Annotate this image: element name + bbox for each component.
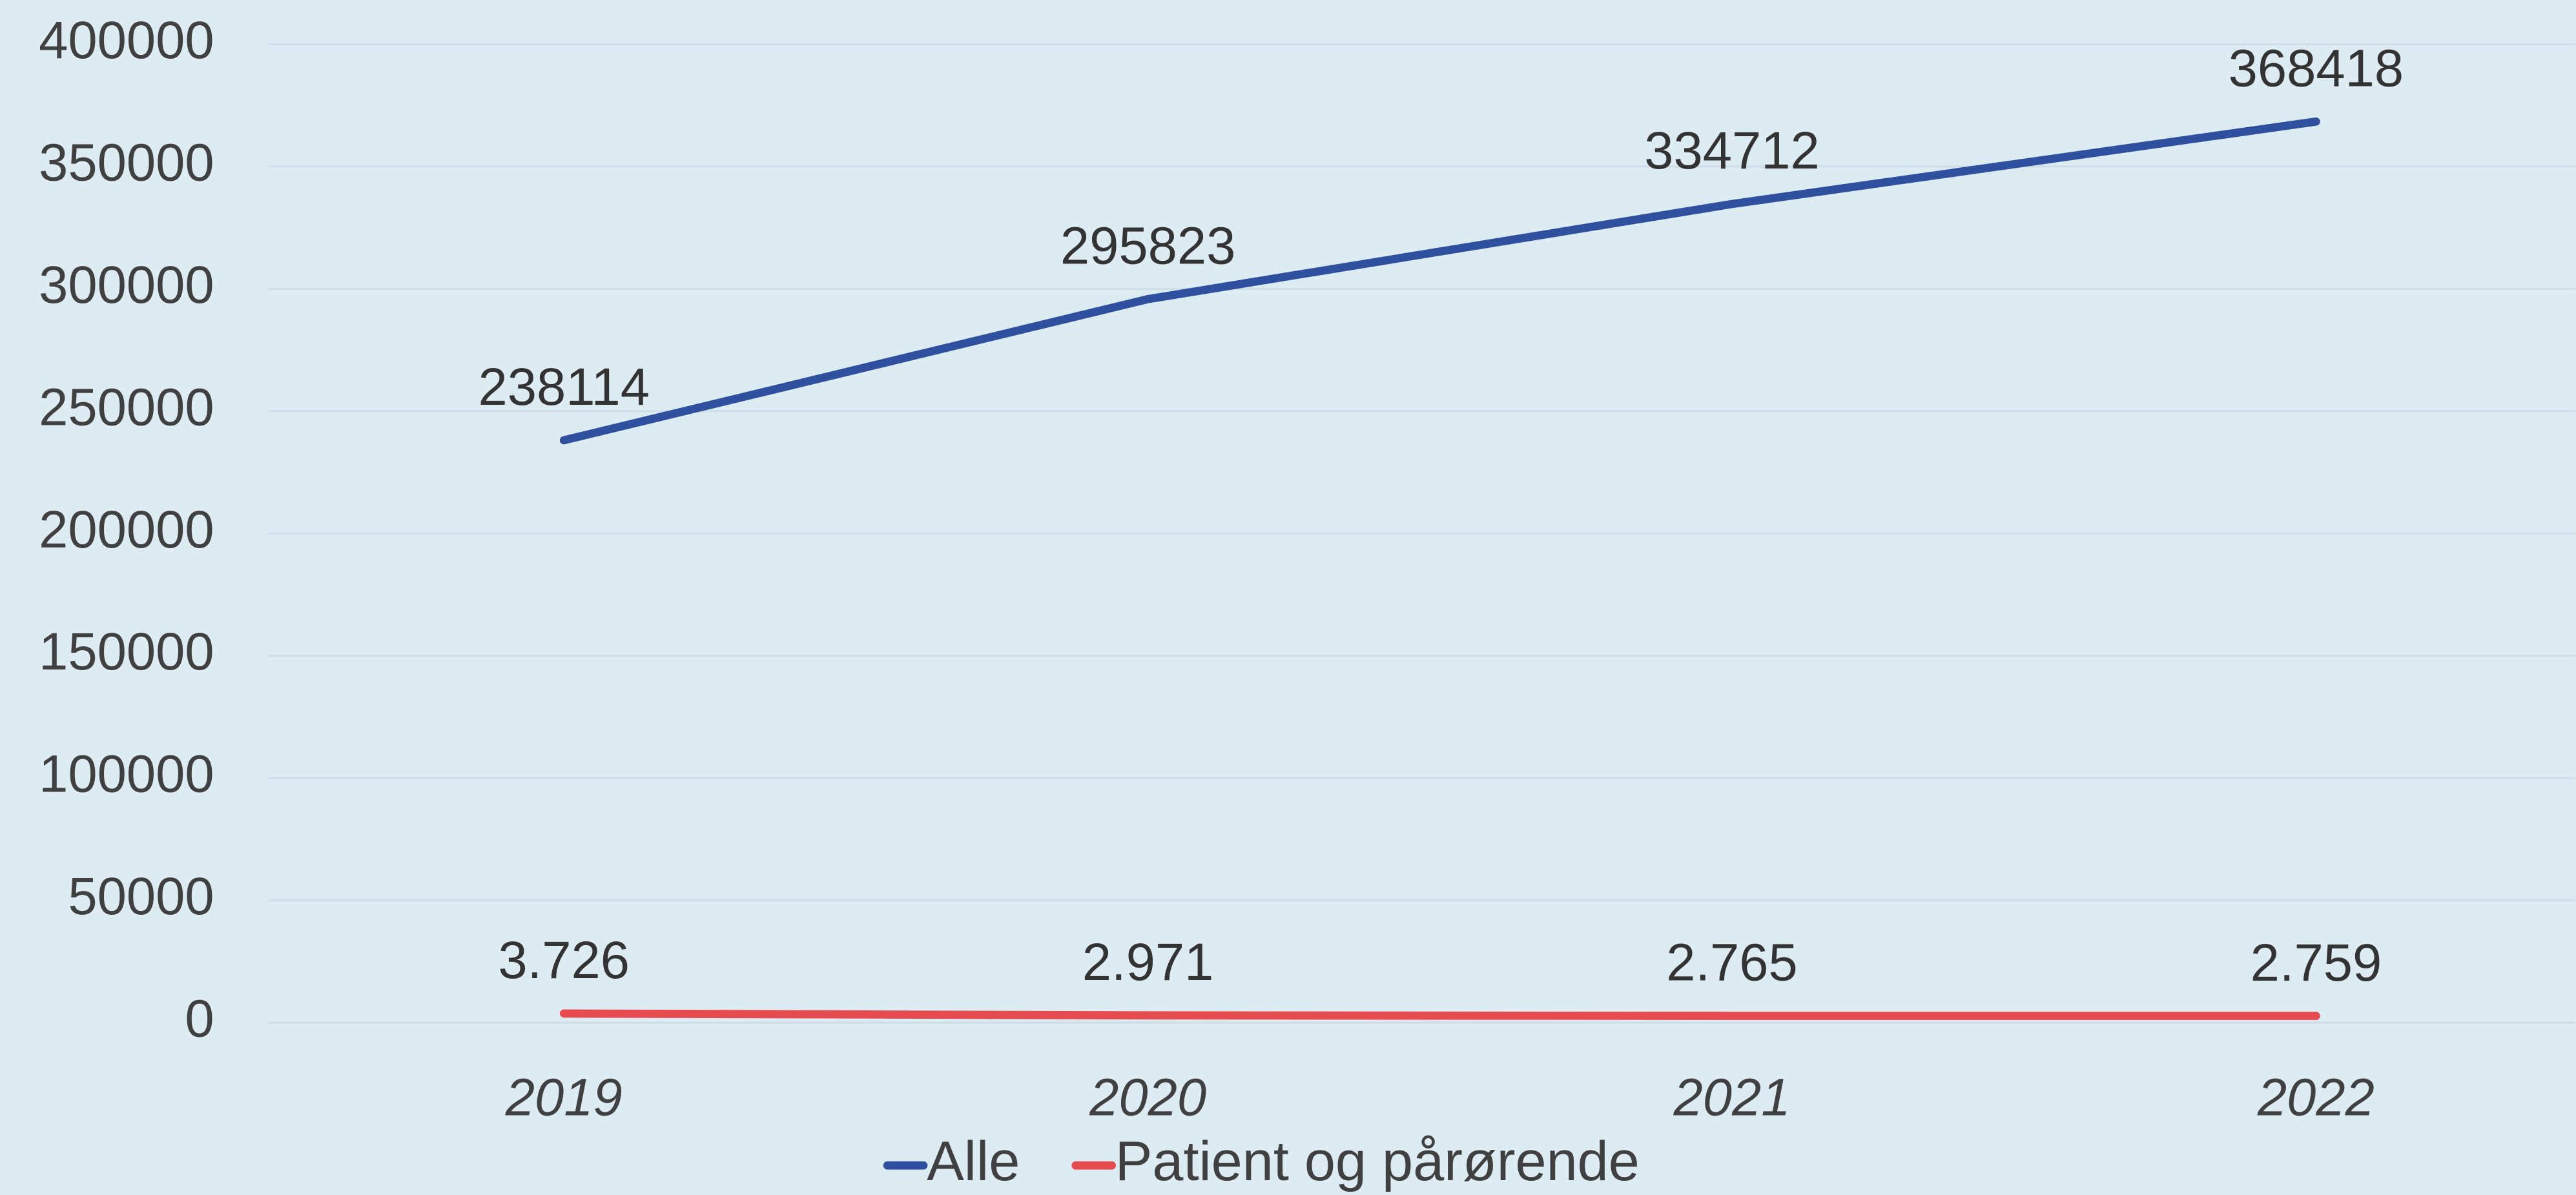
data-label: 368418 [2229, 39, 2404, 98]
data-label: 334712 [1644, 121, 1820, 180]
data-label: 238114 [478, 358, 649, 416]
y-tick-label: 100000 [39, 745, 214, 804]
data-label: 3.726 [498, 931, 630, 990]
line [559, 117, 2320, 445]
legend-label: Alle [927, 1130, 1020, 1192]
data-label: 2.971 [1082, 933, 1214, 992]
legend-label: Patient og pårørende [1115, 1130, 1640, 1192]
y-tick-label: 400000 [39, 11, 214, 70]
y-tick-label: 250000 [39, 378, 214, 436]
line [559, 1009, 2320, 1020]
x-tick-label: 2022 [2257, 1068, 2375, 1127]
y-tick-label: 50000 [68, 867, 214, 926]
y-tick-label: 150000 [39, 622, 214, 681]
data-label: 2.759 [2251, 934, 2382, 992]
y-tick-label: 350000 [39, 134, 214, 192]
y-tick-label: 300000 [39, 256, 214, 314]
y-tick-label: 200000 [39, 500, 214, 559]
x-tick-label: 2020 [1089, 1068, 1206, 1127]
x-tick-label: 2021 [1673, 1068, 1791, 1127]
y-tick-label: 0 [185, 990, 214, 1048]
data-label: 2.765 [1666, 934, 1798, 992]
data-label: 295823 [1060, 217, 1236, 276]
x-tick-label: 2019 [505, 1068, 623, 1127]
